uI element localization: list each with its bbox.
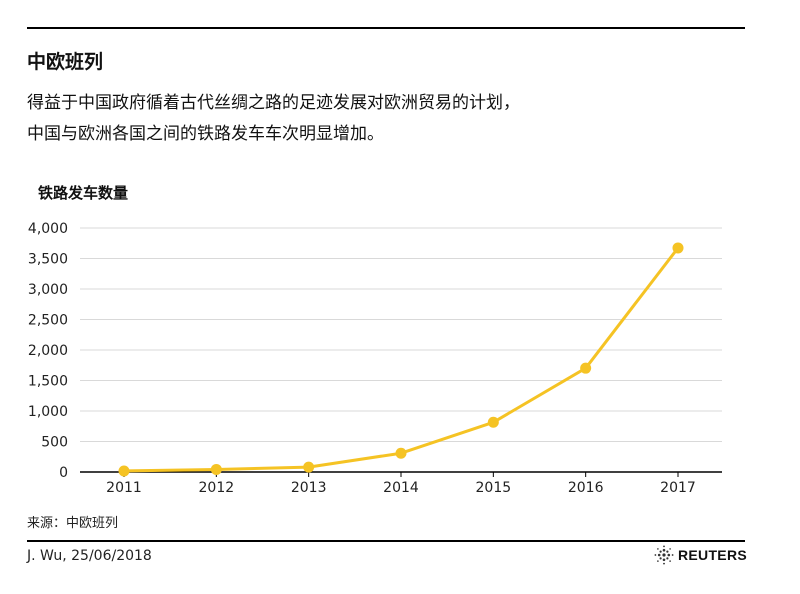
data-point [580,362,592,374]
y-tick-label: 2,500 [28,313,68,329]
data-point [395,447,407,459]
y-tick-label: 1,000 [28,404,68,420]
x-tick-label: 2016 [568,480,604,496]
data-point [672,242,684,254]
y-tick-label: 4,000 [28,221,68,237]
data-point [210,463,222,475]
data-point [118,465,130,477]
x-tick-label: 2014 [383,480,419,496]
x-tick-label: 2012 [199,480,235,496]
author-credit: J. Wu, 25/06/2018 [27,548,152,564]
y-tick-label: 500 [41,435,68,451]
chart-title: 中欧班列 [27,51,104,73]
data-point [303,461,315,473]
y-tick-label: 1,500 [28,374,68,390]
y-tick-label: 3,000 [28,282,68,298]
x-tick-label: 2013 [291,480,327,496]
y-tick-label: 3,500 [28,252,68,268]
chart-subtitle: 得益于中国政府循着古代丝绸之路的足迹发展对欧洲贸易的计划， 中国与欧洲各国之间的… [27,88,767,150]
data-point [487,416,499,428]
source-note: 来源：中欧班列 [27,516,119,531]
y-axis-label: 铁路发车数量 [38,184,129,202]
reuters-logo-icon [654,545,674,565]
x-tick-label: 2011 [106,480,142,496]
y-tick-label: 0 [59,465,68,481]
top-rule [27,27,745,29]
y-tick-label: 2,000 [28,343,68,359]
series-line [122,246,680,473]
brand-logo: REUTERS [654,545,747,565]
x-tick-label: 2015 [476,480,512,496]
x-tick-label: 2017 [660,480,696,496]
subtitle-line: 得益于中国政府循着古代丝绸之路的足迹发展对欧洲贸易的计划， [27,93,520,113]
brand-name: REUTERS [678,547,747,563]
bottom-rule [27,540,745,542]
subtitle-line: 中国与欧洲各国之间的铁路发车车次明显增加。 [27,124,384,144]
